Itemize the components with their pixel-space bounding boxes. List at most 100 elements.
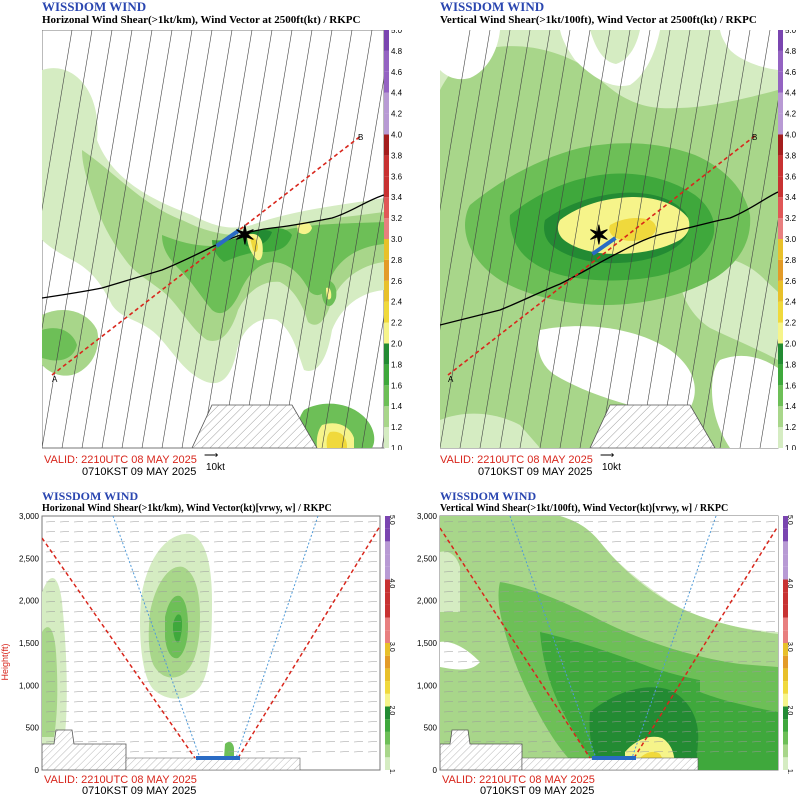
colorbar-band <box>783 579 788 593</box>
wind-vector <box>667 751 678 753</box>
colorbar-band <box>778 113 783 135</box>
colorbar-tick-label: 2.4 <box>785 298 797 307</box>
wind-vector <box>269 561 280 563</box>
wind-vector <box>695 681 706 683</box>
wind-vector <box>353 681 364 683</box>
wind-vector <box>241 701 252 703</box>
wind-vector <box>667 561 678 563</box>
wind-vector <box>513 611 524 613</box>
wind-vector <box>709 671 720 673</box>
wind-vector <box>367 561 378 563</box>
wind-vector <box>199 731 210 733</box>
wind-vector <box>583 561 594 563</box>
wind-vector <box>115 611 126 613</box>
wind-vector <box>555 671 566 673</box>
colorbar-tick-label: 4.2 <box>391 110 403 119</box>
wind-vector <box>569 601 580 603</box>
wind-vector <box>339 701 350 703</box>
wind-vector <box>339 721 350 723</box>
wind-vector <box>227 651 238 653</box>
wind-vector <box>213 601 224 603</box>
wind-vector <box>199 691 210 693</box>
wind-vector <box>227 611 238 613</box>
colorbar-band <box>783 566 788 580</box>
wind-vector <box>367 641 378 643</box>
wind-vector <box>695 741 706 743</box>
wind-vector <box>555 551 566 553</box>
wind-vector <box>513 571 524 573</box>
colorbar-band <box>384 92 389 114</box>
wind-vector <box>723 701 734 703</box>
wind-vector <box>737 561 748 563</box>
wind-vector <box>157 601 168 603</box>
wind-vector <box>737 691 748 693</box>
wind-vector <box>101 561 112 563</box>
wind-vector <box>667 541 678 543</box>
wind-vector <box>339 601 350 603</box>
wind-vector <box>457 621 468 623</box>
wind-vector <box>353 641 364 643</box>
wind-vector <box>513 691 524 693</box>
colorbar-band <box>783 693 788 707</box>
wind-vector <box>45 631 56 633</box>
wind-vector <box>157 561 168 563</box>
wind-vector <box>241 631 252 633</box>
colorbar-band <box>783 719 788 732</box>
colorbar-tick-label: 1.8 <box>785 360 797 369</box>
wind-vector <box>723 631 734 633</box>
wind-vector <box>597 641 608 643</box>
wind-vector <box>681 571 692 573</box>
wind-vector <box>367 521 378 523</box>
wind-vector <box>737 531 748 533</box>
wind-vector <box>541 551 552 553</box>
wind-vector <box>157 611 168 613</box>
wind-vector <box>443 661 454 663</box>
colorbar-tick-label: 1.6 <box>391 381 403 390</box>
colorbar-tick-label: 1.0 <box>391 444 403 450</box>
wind-vector <box>353 671 364 673</box>
colorbar-band <box>778 301 783 323</box>
wind-vector <box>199 721 210 723</box>
wind-vector <box>213 581 224 583</box>
colorbar-band <box>778 385 783 407</box>
wind-vector <box>569 611 580 613</box>
wind-vector <box>325 581 336 583</box>
wind-vector <box>499 601 510 603</box>
wind-vector <box>325 521 336 523</box>
wind-vector <box>569 521 580 523</box>
wind-vector <box>723 611 734 613</box>
wind-vector <box>87 581 98 583</box>
wind-vector <box>471 711 482 713</box>
wind-vector <box>751 521 762 523</box>
wind-vector <box>339 661 350 663</box>
colorbar-band <box>384 301 389 323</box>
wind-vector <box>653 601 664 603</box>
colorbar-tick-label: 1.8 <box>391 360 403 369</box>
wind-vector <box>115 531 126 533</box>
wind-vector <box>681 581 692 583</box>
wind-vector <box>171 561 182 563</box>
wind-vector <box>681 651 692 653</box>
wind-vector <box>101 671 112 673</box>
wind-vector <box>443 681 454 683</box>
wind-vector <box>709 601 720 603</box>
wind-vector <box>597 631 608 633</box>
wind-vector <box>185 661 196 663</box>
wind-vector <box>597 521 608 523</box>
wind-vector <box>639 521 650 523</box>
wind-vector <box>611 751 622 753</box>
wind-vector <box>611 581 622 583</box>
wind-vector <box>653 691 664 693</box>
wind-vector <box>611 741 622 743</box>
wind-vector <box>59 661 70 663</box>
wind-vector <box>765 651 776 653</box>
wind-vector <box>443 721 454 723</box>
wind-vector <box>227 581 238 583</box>
colorbar-tick-label: 2.0 <box>785 340 797 349</box>
wind-vector <box>527 721 538 723</box>
wind-vector <box>171 581 182 583</box>
wind-vector <box>569 701 580 703</box>
wind-vector <box>751 631 762 633</box>
wind-vector <box>45 721 56 723</box>
wind-vector <box>269 711 280 713</box>
